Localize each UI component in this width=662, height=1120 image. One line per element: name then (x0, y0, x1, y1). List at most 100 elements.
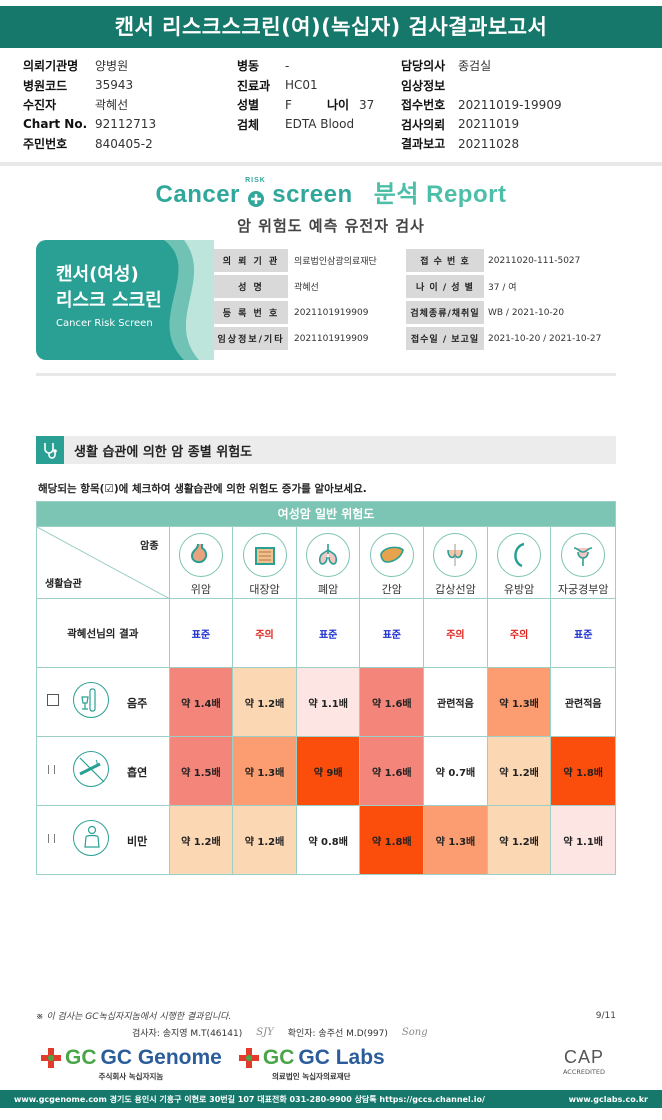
report-key: 나 이 / 성 별 (406, 275, 484, 298)
divider (36, 373, 616, 376)
info-column-3: 담당의사 종검실 임상정보 접수번호 20211019-19909 검사의뢰 2021… (401, 56, 562, 154)
colon-icon (242, 533, 287, 577)
risk-value-cell: 약 1.1배 (296, 668, 361, 736)
report-info-row: 성 명 곽혜선 나 이 / 성 별 37 / 여 (214, 275, 612, 298)
info-row: 검사의뢰 20211019 (401, 117, 520, 132)
report-key: 등 록 번 호 (214, 301, 288, 324)
thyroid-icon (433, 533, 478, 577)
report-key: 접수일 / 보고일 (406, 327, 484, 350)
gc-labs-logo: GC GC Labs 의료법인 녹십자의료재단 (238, 1046, 385, 1082)
report-info-row: 의 뢰 기 관 의료법인삼광의료재단 접 수 번 호 20211020-111-502… (214, 249, 612, 272)
report-value: 20211020-111-5027 (488, 255, 581, 266)
risk-value-cell: 약 1.2배 (233, 668, 297, 736)
info-row: 수진자 곽혜선 (23, 98, 129, 113)
card-title-2: 리스크 스크린 (56, 290, 162, 311)
info-row: 접수번호 20211019-19909 (401, 97, 562, 113)
result-label: 곽혜선님의 결과 (37, 599, 170, 667)
cancer-result-cell: 표준 (297, 599, 361, 667)
brand-subtitle: 암 위험도 예측 유전자 검사 (237, 217, 425, 235)
risk-value-cell: 약 1.5배 (169, 737, 234, 805)
obesity-icon (73, 820, 109, 856)
instruction-text: 해당되는 항목(☑)에 체크하여 생활습관에 의한 위험도 증가를 알아보세요. (38, 483, 367, 495)
risk-value-cell: 약 1.2배 (487, 737, 552, 805)
report-value: 37 / 여 (488, 283, 517, 293)
risk-value-cell: 약 1.8배 (360, 806, 425, 874)
section-title: 생활 습관에 의한 암 종별 위험도 (74, 444, 253, 460)
report-value: 2021-10-20 / 2021-10-27 (488, 333, 602, 344)
result-row: 곽혜선님의 결과 표준 주의 표준 표준 주의 주의 표준 (37, 598, 615, 667)
risk-value-cell: 약 1.2배 (169, 806, 234, 874)
risk-value-cell: 약 9배 (296, 737, 361, 805)
brand-logo: Cancer RISK screen 분석 Report (155, 176, 507, 208)
habit-checkbox[interactable]: | | (47, 765, 56, 775)
info-row: 결과보고 20211028 (401, 136, 520, 152)
habit-name: 비만 (127, 835, 148, 848)
report-value: 2021101919909 (288, 301, 406, 324)
cancer-result-cell: 주의 (424, 599, 488, 667)
risk-value-cell: 약 1.4배 (169, 668, 234, 736)
cancer-name: 대장암 (249, 583, 280, 596)
footer-bar: www.gcgenome.com 경기도 용인시 기흥구 이현로 30번길 10… (0, 1090, 662, 1108)
cancer-name: 폐암 (318, 583, 339, 596)
risk-table: 여성암 일반 위험도 암종 생활습관 위암 대장암 폐암 간암 갑상선암 유방암 자궁경부암… (36, 501, 616, 875)
cancer-name: 간암 (381, 583, 402, 596)
card-subtitle: Cancer Risk Screen (56, 318, 153, 329)
cancer-result-cell: 표준 (360, 599, 425, 667)
cancer-type-row: 암종 생활습관 위암 대장암 폐암 간암 갑상선암 유방암 자궁경부암 (37, 526, 615, 599)
habit-row: 음주 약 1.4배 약 1.2배 약 1.1배 약 1.6배 관련적음 약 1.3배 관련적음 (37, 667, 616, 736)
risk-value-cell: 약 1.8배 (551, 737, 616, 805)
habit-checkbox[interactable] (47, 694, 59, 706)
section-header: 생활 습관에 의한 암 종별 위험도 (36, 436, 616, 464)
logos: GC GC Genome 주식회사 녹십자지놈 GC GC Labs 의료법인 녹십… (40, 1046, 385, 1092)
brand-header: Cancer RISK screen 분석 Report 암 위험도 예측 유전… (0, 174, 662, 236)
diagonal-line (37, 527, 170, 599)
risk-value-cell: 약 1.6배 (360, 668, 425, 736)
habit-label-cell: | | 흡연 (37, 737, 170, 805)
alcohol-icon (73, 682, 109, 718)
cancer-result-cell: 표준 (574, 629, 593, 641)
habit-row: | | 흡연 약 1.5배 약 1.3배 약 9배 약 1.6배 약 0.7배 약 1.2배 약… (37, 736, 616, 805)
report-key: 성 명 (214, 275, 288, 298)
page-number: 9/11 (595, 1011, 616, 1021)
habit-checkbox[interactable]: | | (47, 834, 56, 844)
habit-name: 흡연 (127, 766, 148, 779)
liver-icon (369, 533, 414, 577)
examiner: 검사자: 송지영 M.T(46141) (132, 1029, 243, 1039)
cancer-name: 유방암 (503, 583, 535, 596)
footer-address: www.gcgenome.com 경기도 용인시 기흥구 이현로 30번길 10… (14, 1094, 485, 1104)
report-key: 접 수 번 호 (406, 249, 484, 272)
risk-value-cell: 약 1.2배 (487, 806, 552, 874)
report-value: 의료법인삼광의료재단 (288, 249, 406, 272)
product-card: 캔서(여성) 리스크 스크린 Cancer Risk Screen (36, 240, 214, 360)
habit-name: 음주 (127, 697, 148, 710)
info-row: 병원코드 35943 (23, 78, 134, 93)
info-row: 병동 - (237, 58, 290, 74)
info-row: 진료과 HC01 (237, 78, 318, 93)
info-row: 담당의사 종검실 (401, 59, 492, 74)
examiner-signature: SJY (256, 1027, 274, 1038)
habit-label-cell: 음주 (37, 668, 170, 736)
breast-icon (497, 533, 542, 577)
info-row: 성별 F 나이 37 (237, 97, 375, 113)
report-info-table: 의 뢰 기 관 의료법인삼광의료재단 접 수 번 호 20211020-111-502… (214, 246, 612, 353)
info-row: 검체 EDTA Blood (237, 117, 355, 132)
report-value: 2021101919909 (288, 327, 406, 350)
signers: 검사자: 송지영 M.T(46141) SJY 확인자: 송주선 M.D(997… (132, 1026, 428, 1039)
cancer-name: 위암 (190, 583, 211, 596)
confirmer-signature: Song (401, 1027, 428, 1038)
risk-value-cell: 약 1.2배 (233, 806, 297, 874)
report-title: 캔서 리스크스크린(여)(녹십자) 검사결과보고서 (0, 6, 662, 48)
gc-genome-logo: GC GC Genome 주식회사 녹십자지놈 (40, 1046, 222, 1082)
report-key: 임상정보/기타 (214, 327, 288, 350)
risk-value-cell: 약 1.1배 (551, 806, 616, 874)
risk-value-cell: 관련적음 (424, 668, 488, 736)
cancer-type-cell: 대장암 (233, 527, 297, 598)
smoking-icon (73, 751, 109, 787)
cancer-type-cell: 위암 (170, 527, 234, 598)
wave-decoration (164, 240, 214, 360)
info-row: Chart No. 92112713 (23, 117, 157, 132)
report-key: 검체종류/채취일 (406, 301, 484, 324)
cap-accredited-logo: CAP ACCREDITED (562, 1047, 606, 1076)
report-info-row: 임상정보/기타 2021101919909 접수일 / 보고일 2021-10-20 … (214, 327, 612, 350)
info-row: 주민번호 840405-2 (23, 136, 153, 152)
